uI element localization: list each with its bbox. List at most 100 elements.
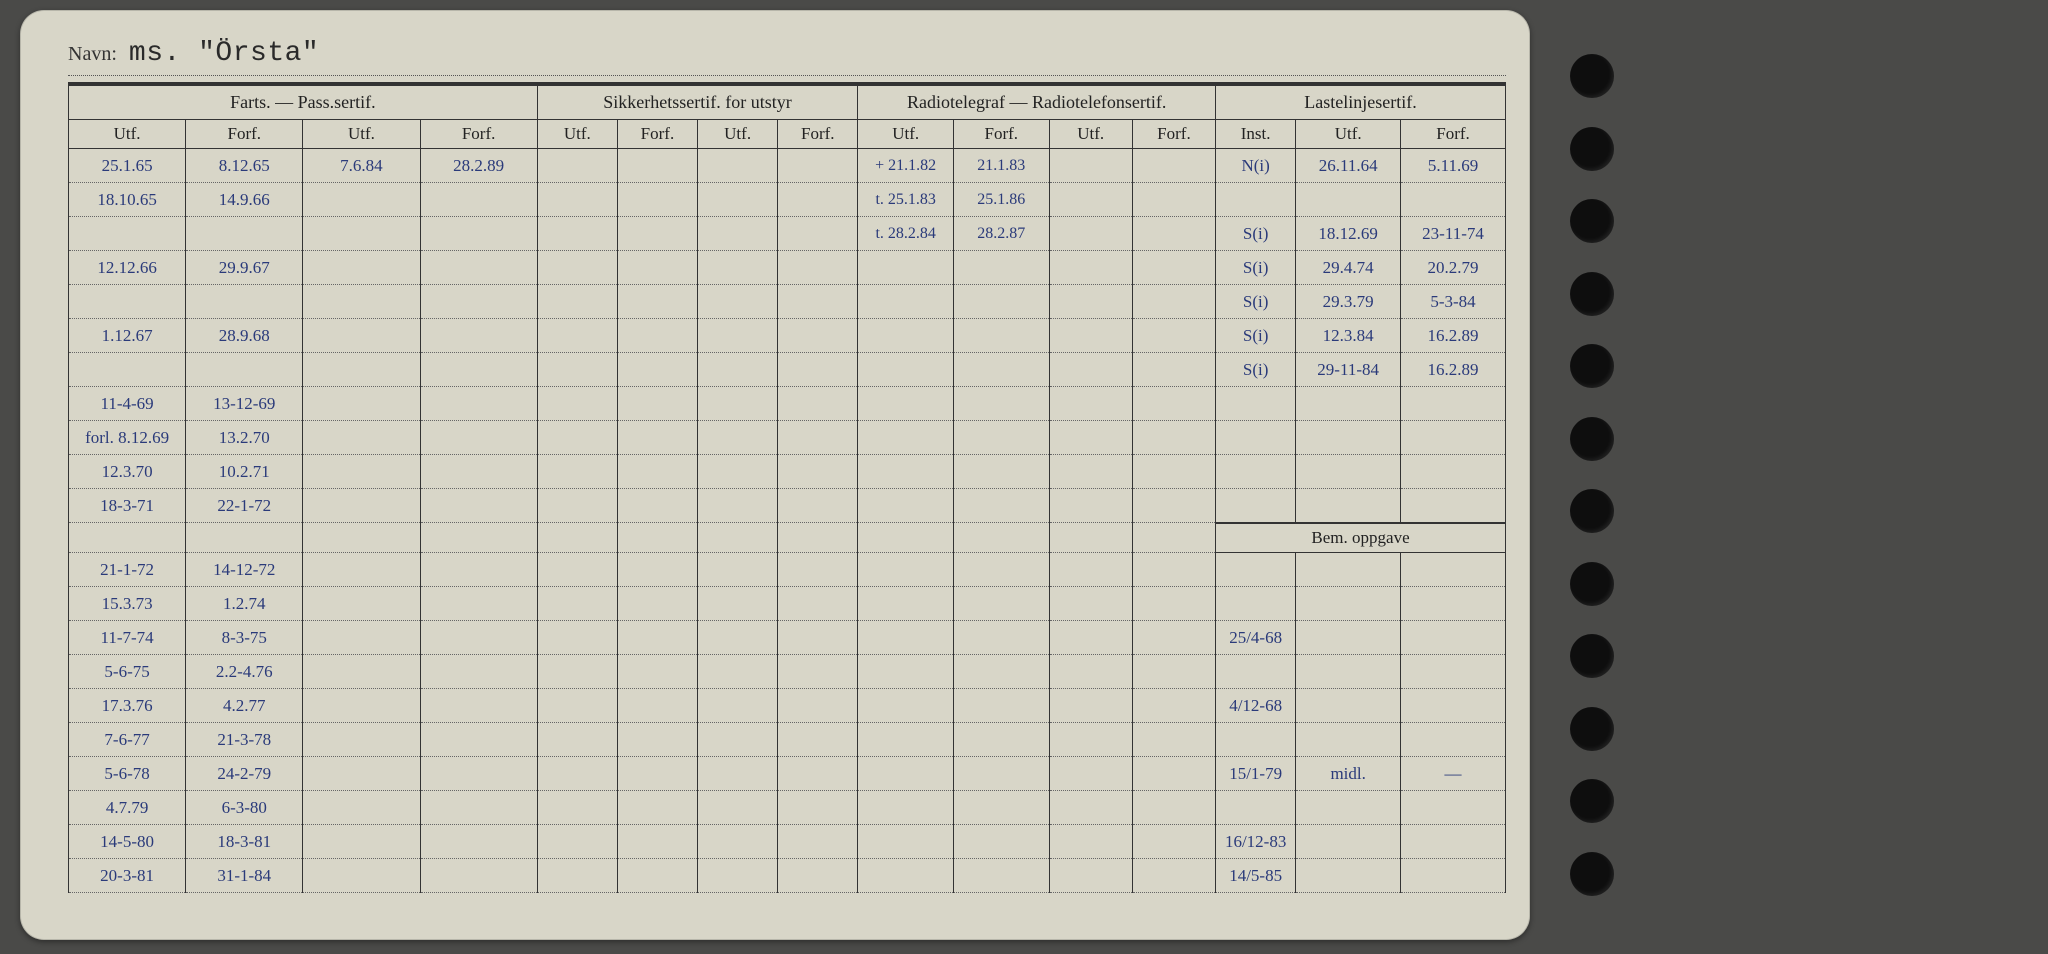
cell — [858, 587, 954, 621]
cell — [420, 757, 537, 791]
cell — [1049, 319, 1132, 353]
cell — [1132, 655, 1215, 689]
cell — [303, 859, 420, 893]
cell — [778, 455, 858, 489]
cell — [698, 825, 778, 859]
cell — [858, 553, 954, 587]
table-row: 1.12.6728.9.68S(i)12.3.8416.2.89 — [69, 319, 1506, 353]
cell — [858, 523, 954, 553]
cell — [1401, 825, 1506, 859]
cell — [420, 825, 537, 859]
cell — [698, 421, 778, 455]
cell: 12.3.70 — [69, 455, 186, 489]
cell — [698, 217, 778, 251]
cell: 22-1-72 — [186, 489, 303, 523]
cell — [537, 353, 617, 387]
name-row: Navn: ms. "Örsta" — [68, 38, 1506, 76]
cell — [537, 421, 617, 455]
cell — [1132, 217, 1215, 251]
cell — [953, 791, 1049, 825]
cell — [420, 523, 537, 553]
cell — [953, 859, 1049, 893]
binder-holes — [1550, 10, 1640, 940]
cell — [186, 285, 303, 319]
cell — [1132, 455, 1215, 489]
cell — [420, 285, 537, 319]
cell — [1049, 553, 1132, 587]
table-row: 21-1-7214-12-72 — [69, 553, 1506, 587]
cell: 6-3-80 — [186, 791, 303, 825]
cell: 29-11-84 — [1296, 353, 1401, 387]
hole-icon — [1570, 127, 1614, 171]
cell — [953, 489, 1049, 523]
cell: 14.9.66 — [186, 183, 303, 217]
cell — [303, 723, 420, 757]
cell — [953, 553, 1049, 587]
cell — [858, 251, 954, 285]
cell — [953, 421, 1049, 455]
cell — [1049, 421, 1132, 455]
cell: S(i) — [1216, 285, 1296, 319]
cell: 23-11-74 — [1401, 217, 1506, 251]
col-utf: Utf. — [69, 120, 186, 149]
cell — [617, 217, 697, 251]
cell — [1216, 387, 1296, 421]
hole-icon — [1570, 562, 1614, 606]
cell — [303, 523, 420, 553]
cell: 5-6-78 — [69, 757, 186, 791]
cell: 1.2.74 — [186, 587, 303, 621]
cell — [698, 149, 778, 183]
cell — [858, 723, 954, 757]
cell — [617, 553, 697, 587]
cell — [1049, 689, 1132, 723]
cell: 10.2.71 — [186, 455, 303, 489]
cell — [303, 825, 420, 859]
cell — [1296, 791, 1401, 825]
group-farts: Farts. — Pass.sertif. — [69, 85, 538, 120]
cell — [420, 553, 537, 587]
cell — [698, 859, 778, 893]
cell — [778, 353, 858, 387]
cell: S(i) — [1216, 251, 1296, 285]
cell — [858, 689, 954, 723]
cell — [303, 489, 420, 523]
cell: 5-3-84 — [1401, 285, 1506, 319]
col-utf: Utf. — [858, 120, 954, 149]
cell — [858, 489, 954, 523]
cell: 28.9.68 — [186, 319, 303, 353]
cell — [303, 285, 420, 319]
cell — [617, 489, 697, 523]
cell — [1401, 587, 1506, 621]
cell — [303, 689, 420, 723]
col-utf: Utf. — [1296, 120, 1401, 149]
cell: 1.12.67 — [69, 319, 186, 353]
cell — [617, 859, 697, 893]
cell — [1132, 825, 1215, 859]
cell — [1049, 859, 1132, 893]
cell — [1401, 553, 1506, 587]
cell — [1401, 455, 1506, 489]
cell — [1132, 251, 1215, 285]
cell — [778, 723, 858, 757]
cell — [617, 723, 697, 757]
cell — [420, 421, 537, 455]
cell — [1216, 489, 1296, 523]
cell — [953, 285, 1049, 319]
cell — [1401, 655, 1506, 689]
cell — [537, 251, 617, 285]
cell — [698, 553, 778, 587]
cell — [617, 689, 697, 723]
cell — [778, 489, 858, 523]
cell — [1401, 689, 1506, 723]
cell — [617, 655, 697, 689]
cell — [1401, 489, 1506, 523]
cell — [617, 523, 697, 553]
cell: 13-12-69 — [186, 387, 303, 421]
cell: midl. — [1296, 757, 1401, 791]
name-label: Navn: — [68, 43, 117, 66]
cell — [953, 757, 1049, 791]
group-radio: Radiotelegraf — Radiotelefonsertif. — [858, 85, 1216, 120]
cell: 4.7.79 — [69, 791, 186, 825]
cell — [1049, 217, 1132, 251]
bem-header-row: Bem. oppgave — [69, 523, 1506, 553]
